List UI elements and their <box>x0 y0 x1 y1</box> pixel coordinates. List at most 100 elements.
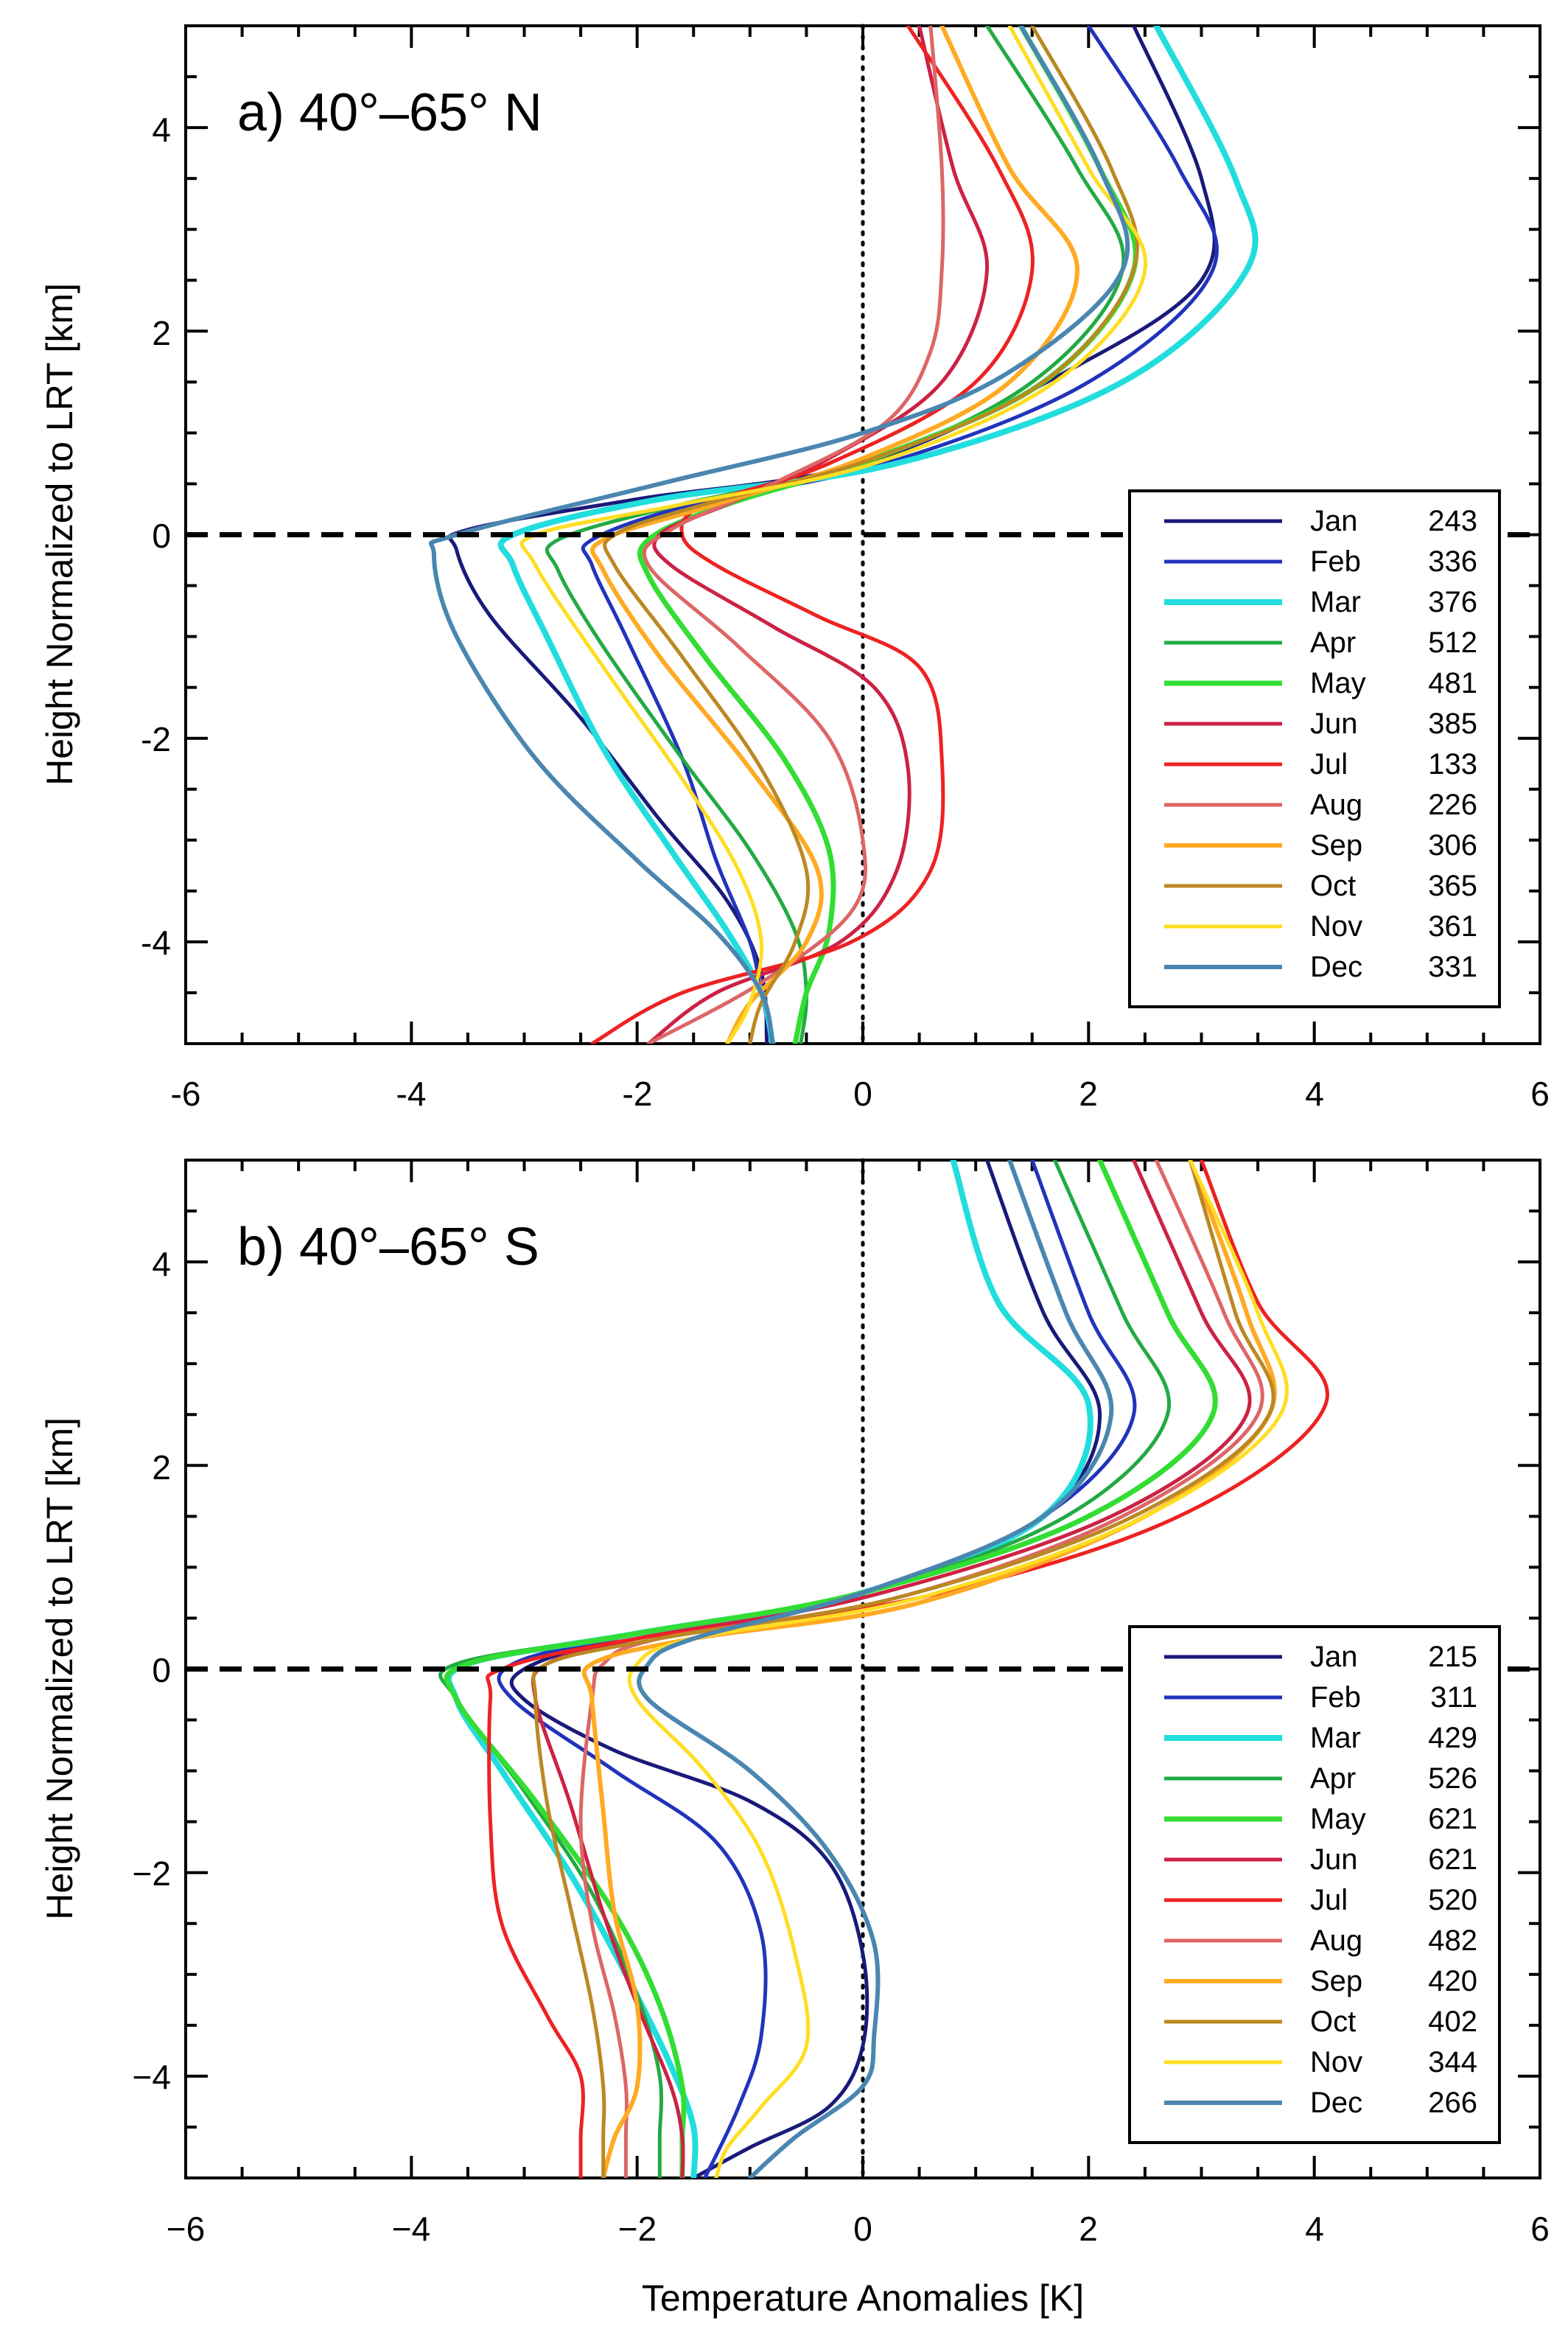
panel-b-xtick-label: 2 <box>1079 2210 1098 2248</box>
panel-b-xtick-label: 0 <box>853 2210 872 2248</box>
panel-b-ytick-label: −2 <box>133 1854 171 1893</box>
panel-b-xtick-label: −4 <box>392 2210 430 2248</box>
panel-a-legend-count: 361 <box>1428 910 1477 943</box>
panel-a-legend: Jan 243 Feb 336 Mar 376 Apr 512 May 481 … <box>1128 489 1501 1008</box>
panel-b-ytick-label: 4 <box>152 1245 171 1283</box>
series-line-aug <box>643 26 945 1044</box>
panel-a-legend-count: 336 <box>1428 545 1477 578</box>
panel-b-legend-count: 621 <box>1428 1843 1477 1876</box>
series-line-oct <box>531 1160 1275 2178</box>
series-line-jul <box>486 1160 1329 2178</box>
panel-b-legend-count: 266 <box>1428 2087 1477 2119</box>
series-line-jan <box>509 1160 1102 2178</box>
panel-a-legend-count: 481 <box>1428 667 1477 699</box>
panel-b-ytick-label: −4 <box>133 2058 171 2096</box>
series-line-jul <box>589 26 1035 1044</box>
series-line-jun <box>646 26 990 1044</box>
series-line-oct <box>603 26 1140 1044</box>
panel-b-ylabel: Height Normalized to LRT [km] <box>39 1417 80 1920</box>
panel-a-xtick-label: 2 <box>1079 1075 1098 1113</box>
panel-a-legend-label: Dec <box>1310 951 1362 983</box>
series-line-may <box>444 1160 1218 2178</box>
panel-b-legend-label: Sep <box>1310 1965 1362 1997</box>
series-line-feb <box>581 26 1219 1044</box>
panel-b-legend-label: Aug <box>1310 1924 1362 1957</box>
panel-b-legend-label: Jan <box>1310 1641 1358 1673</box>
panel-a-legend-label: Feb <box>1310 545 1361 578</box>
panel-a-xtick-label: -4 <box>396 1075 427 1113</box>
panel-b-title: b) 40°–65° S <box>237 1218 539 1277</box>
panel-b-legend-count: 621 <box>1428 1803 1477 1835</box>
panel-b-legend-count: 520 <box>1428 1884 1477 1916</box>
panel-a-ytick-label: 0 <box>152 517 171 555</box>
panel-a-legend-count: 385 <box>1428 708 1477 740</box>
panel-a-legend-count: 243 <box>1428 505 1477 537</box>
panel-a-legend-label: Jan <box>1310 505 1358 537</box>
panel-a: a) 40°–65° N -6 -4 -2 0 2 4 6 4 2 0 -2 -… <box>39 24 1550 1113</box>
series-line-dec <box>637 1160 1114 2178</box>
panel-a-legend-count: 365 <box>1428 870 1477 902</box>
panel-a-xtick-label: -6 <box>171 1075 201 1113</box>
panel-a-ytick-label: -4 <box>141 924 171 962</box>
panel-b-legend-count: 311 <box>1430 1681 1477 1714</box>
panel-b-xtick-label: −2 <box>618 2210 657 2248</box>
panel-a-legend-label: May <box>1310 667 1366 699</box>
panel-b-xlabel: Temperature Anomalies [K] <box>642 2277 1084 2319</box>
panel-b-legend-box <box>1128 1625 1501 2144</box>
panel-b-legend-count: 344 <box>1428 2046 1477 2078</box>
series-line-dec <box>428 26 1130 1044</box>
series-line-nov <box>627 1160 1289 2178</box>
panel-a-legend-label: Aug <box>1310 789 1362 821</box>
series-line-nov <box>519 26 1148 1044</box>
series-line-mar <box>497 26 1259 1044</box>
panel-a-xtick-label: -2 <box>623 1075 653 1113</box>
panel-a-legend-count: 331 <box>1428 951 1477 983</box>
panel-b: b) 40°–65° S −6 −4 −2 0 2 4 6 4 2 0 −2 −… <box>39 1158 1550 2319</box>
panel-b-xtick-label: 6 <box>1530 2210 1550 2248</box>
panel-b-xtick-label: 4 <box>1305 2210 1324 2248</box>
panel-b-legend-label: Oct <box>1310 2005 1356 2038</box>
panel-a-xtick-label: 4 <box>1305 1075 1324 1113</box>
panel-b-legend-count: 482 <box>1428 1924 1477 1957</box>
panel-b-legend-label: Jun <box>1310 1843 1358 1876</box>
panel-b-legend-label: Apr <box>1310 1762 1356 1795</box>
panel-b-legend-label: Jul <box>1310 1884 1348 1916</box>
panel-b-legend-label: Feb <box>1310 1681 1361 1714</box>
panel-a-legend-label: Apr <box>1310 626 1356 659</box>
panel-b-legend-count: 215 <box>1428 1641 1477 1673</box>
panel-b-ytick-label: 2 <box>152 1448 171 1487</box>
panel-a-ytick-label: -2 <box>141 720 171 758</box>
panel-a-title: a) 40°–65° N <box>237 83 542 142</box>
panel-b-legend: Jan 215 Feb 311 Mar 429 Apr 526 May 621 … <box>1128 1625 1501 2144</box>
panel-a-legend-label: Jun <box>1310 708 1358 740</box>
panel-a-ytick-label: 4 <box>152 111 171 149</box>
panel-a-ytick-label: 2 <box>152 314 171 352</box>
panel-b-xtick-label: −6 <box>167 2210 205 2248</box>
panel-a-legend-count: 512 <box>1428 626 1477 659</box>
panel-a-xtick-label: 0 <box>853 1075 872 1113</box>
panel-a-legend-box <box>1128 489 1501 1008</box>
panel-a-legend-count: 306 <box>1428 829 1477 862</box>
panel-a-legend-label: Sep <box>1310 829 1362 862</box>
panel-b-legend-count: 420 <box>1428 1965 1477 1997</box>
panel-a-series <box>428 26 1259 1044</box>
panel-a-legend-count: 133 <box>1428 748 1477 781</box>
panel-a-ylabel: Height Normalized to LRT [km] <box>39 283 80 786</box>
panel-b-legend-count: 429 <box>1428 1722 1477 1754</box>
panel-a-legend-label: Jul <box>1310 748 1348 781</box>
panel-b-legend-count: 526 <box>1428 1762 1477 1795</box>
panel-a-legend-label: Oct <box>1310 870 1356 902</box>
panel-b-ytick-label: 0 <box>152 1651 171 1689</box>
panel-a-xtick-label: 6 <box>1530 1075 1550 1113</box>
panel-a-legend-label: Mar <box>1310 586 1361 618</box>
panel-b-series <box>438 1160 1329 2178</box>
panel-b-legend-label: May <box>1310 1803 1366 1835</box>
series-line-feb <box>497 1160 1137 2178</box>
panel-b-legend-count: 402 <box>1428 2005 1477 2038</box>
panel-b-legend-label: Nov <box>1310 2046 1362 2078</box>
panel-b-legend-label: Dec <box>1310 2087 1362 2119</box>
panel-b-legend-label: Mar <box>1310 1722 1361 1754</box>
panel-a-legend-label: Nov <box>1310 910 1362 943</box>
panel-a-legend-count: 376 <box>1428 586 1477 618</box>
